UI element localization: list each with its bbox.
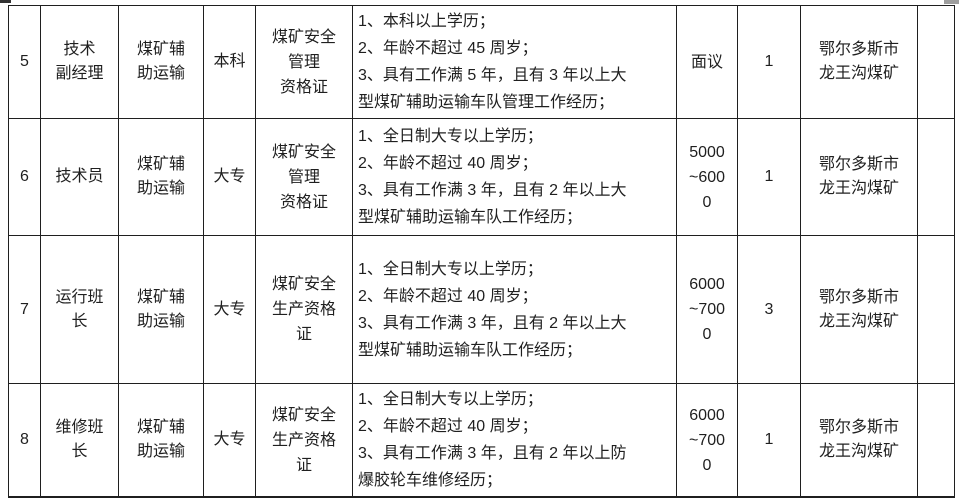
cell-education: 大专 [203, 383, 256, 498]
job-listing-table: 5 技术 副经理 煤矿辅 助运输 本科 煤矿安全 管理 资格证 1、本科以上学历… [8, 5, 955, 498]
cell-department: 煤矿辅 助运输 [118, 118, 204, 236]
cell-remark [917, 383, 955, 498]
cell-remark [917, 5, 955, 119]
cell-row-number: 5 [8, 5, 41, 119]
cell-salary: 6000 ~700 0 [676, 235, 738, 384]
cell-requirements: 1、全日制大专以上学历； 2、年龄不超过 40 周岁； 3、具有工作满 3 年，… [352, 383, 677, 498]
cell-education: 大专 [203, 118, 256, 236]
cell-certificate: 煤矿安全 生产资格 证 [255, 383, 353, 498]
cell-row-number: 7 [8, 235, 41, 384]
cell-remark [917, 235, 955, 384]
table-row: 7 运行班 长 煤矿辅 助运输 大专 煤矿安全 生产资格 证 1、全日制大专以上… [8, 235, 955, 384]
cell-position: 运行班 长 [40, 235, 119, 384]
cell-salary: 6000 ~700 0 [676, 383, 738, 498]
cell-education: 本科 [203, 5, 256, 119]
cell-salary: 面议 [676, 5, 738, 119]
table-row: 5 技术 副经理 煤矿辅 助运输 本科 煤矿安全 管理 资格证 1、本科以上学历… [8, 5, 955, 119]
cell-certificate: 煤矿安全 管理 资格证 [255, 118, 353, 236]
cell-position: 技术员 [40, 118, 119, 236]
cell-location: 鄂尔多斯市 龙王沟煤矿 [800, 383, 918, 498]
cell-position: 维修班 长 [40, 383, 119, 498]
cell-department: 煤矿辅 助运输 [118, 5, 204, 119]
cell-position: 技术 副经理 [40, 5, 119, 119]
cell-headcount: 1 [737, 383, 801, 498]
cell-salary: 5000 ~600 0 [676, 118, 738, 236]
table-row: 8 维修班 长 煤矿辅 助运输 大专 煤矿安全 生产资格 证 1、全日制大专以上… [8, 383, 955, 498]
cell-certificate: 煤矿安全 管理 资格证 [255, 5, 353, 119]
cell-requirements: 1、本科以上学历； 2、年龄不超过 45 周岁； 3、具有工作满 5 年，且有 … [352, 5, 677, 119]
cell-department: 煤矿辅 助运输 [118, 383, 204, 498]
cell-requirements: 1、全日制大专以上学历； 2、年龄不超过 40 周岁； 3、具有工作满 3 年，… [352, 235, 677, 384]
cell-department: 煤矿辅 助运输 [118, 235, 204, 384]
cell-location: 鄂尔多斯市 龙王沟煤矿 [800, 118, 918, 236]
cell-education: 大专 [203, 235, 256, 384]
cell-location: 鄂尔多斯市 龙王沟煤矿 [800, 5, 918, 119]
cell-headcount: 1 [737, 5, 801, 119]
cell-requirements: 1、全日制大专以上学历； 2、年龄不超过 40 周岁； 3、具有工作满 3 年，… [352, 118, 677, 236]
cell-row-number: 6 [8, 118, 41, 236]
cell-headcount: 3 [737, 235, 801, 384]
cell-remark [917, 118, 955, 236]
cell-certificate: 煤矿安全 生产资格 证 [255, 235, 353, 384]
cell-headcount: 1 [737, 118, 801, 236]
screen-artifact-top-left [0, 0, 11, 3]
cell-location: 鄂尔多斯市 龙王沟煤矿 [800, 235, 918, 384]
table-row: 6 技术员 煤矿辅 助运输 大专 煤矿安全 管理 资格证 1、全日制大专以上学历… [8, 118, 955, 236]
screen-artifact-top-right [944, 0, 959, 4]
cell-row-number: 8 [8, 383, 41, 498]
